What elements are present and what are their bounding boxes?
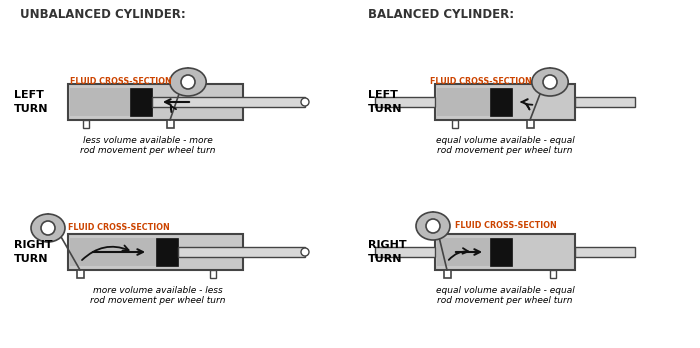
Bar xyxy=(435,234,575,270)
Circle shape xyxy=(543,75,557,89)
Circle shape xyxy=(41,221,55,235)
Text: FLUID CROSS-SECTION: FLUID CROSS-SECTION xyxy=(430,78,532,87)
Text: FLUID CROSS-SECTION: FLUID CROSS-SECTION xyxy=(70,78,172,87)
Text: equal volume available - equal
rod movement per wheel turn: equal volume available - equal rod movem… xyxy=(435,286,575,306)
Bar xyxy=(575,247,635,257)
Text: FLUID CROSS-SECTION: FLUID CROSS-SECTION xyxy=(68,223,169,232)
Text: LEFT
TURN: LEFT TURN xyxy=(368,90,402,113)
Text: RIGHT
TURN: RIGHT TURN xyxy=(14,240,52,263)
Bar xyxy=(178,247,305,257)
Bar xyxy=(68,234,243,270)
Bar xyxy=(452,120,458,128)
Bar xyxy=(130,88,152,116)
Bar xyxy=(550,270,556,278)
Bar xyxy=(444,270,451,278)
Bar xyxy=(83,120,89,128)
Bar xyxy=(375,97,435,107)
Bar xyxy=(375,247,435,257)
Bar xyxy=(156,238,178,266)
Bar xyxy=(68,84,243,120)
Bar xyxy=(437,88,490,116)
Bar xyxy=(526,120,533,128)
Circle shape xyxy=(426,219,440,233)
Circle shape xyxy=(181,75,195,89)
Bar xyxy=(70,88,130,116)
Ellipse shape xyxy=(416,212,450,240)
Bar xyxy=(490,88,512,116)
Text: RIGHT
TURN: RIGHT TURN xyxy=(368,240,407,263)
Text: less volume available - more
rod movement per wheel turn: less volume available - more rod movemen… xyxy=(80,136,216,156)
Circle shape xyxy=(301,248,309,256)
Bar xyxy=(575,97,635,107)
Ellipse shape xyxy=(170,68,206,96)
Bar xyxy=(437,238,490,266)
Bar xyxy=(76,270,83,278)
Bar xyxy=(490,238,512,266)
Text: FLUID CROSS-SECTION: FLUID CROSS-SECTION xyxy=(455,221,556,230)
Ellipse shape xyxy=(31,214,65,242)
Circle shape xyxy=(301,98,309,106)
Text: BALANCED CYLINDER:: BALANCED CYLINDER: xyxy=(368,8,514,21)
Text: LEFT
TURN: LEFT TURN xyxy=(14,90,48,113)
Bar xyxy=(70,238,156,266)
Bar xyxy=(210,270,216,278)
Bar xyxy=(435,84,575,120)
Text: UNBALANCED CYLINDER:: UNBALANCED CYLINDER: xyxy=(20,8,186,21)
Ellipse shape xyxy=(532,68,568,96)
Bar xyxy=(152,97,305,107)
Text: more volume available - less
rod movement per wheel turn: more volume available - less rod movemen… xyxy=(90,286,225,306)
Text: equal volume available - equal
rod movement per wheel turn: equal volume available - equal rod movem… xyxy=(435,136,575,156)
Bar xyxy=(167,120,174,128)
